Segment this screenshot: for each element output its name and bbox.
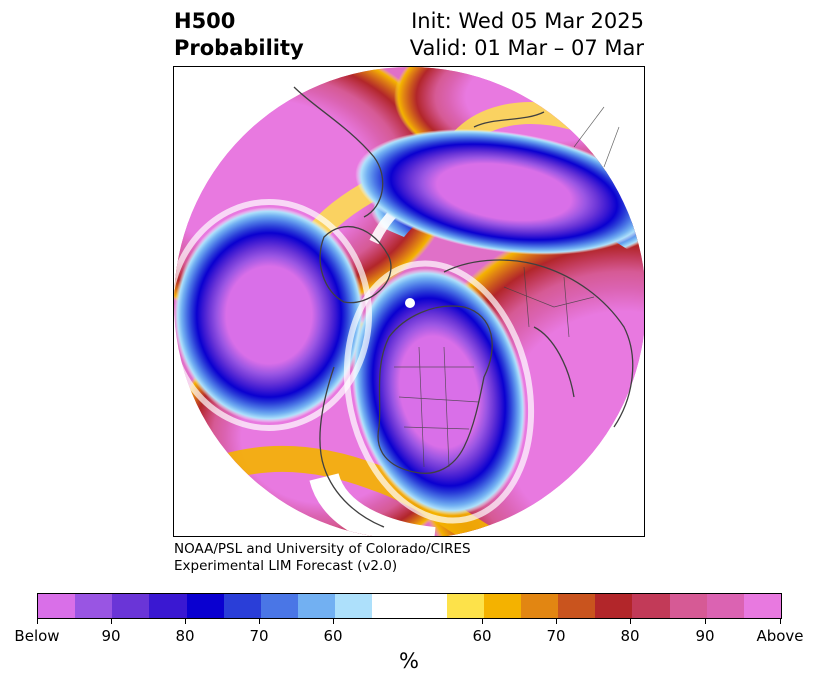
colorbar-segment	[38, 594, 76, 618]
colorbar-tick-label: 70	[249, 627, 269, 645]
colorbar-segment	[260, 594, 299, 618]
colorbar-tick	[705, 619, 706, 624]
colorbar-tick-label: 90	[101, 627, 121, 645]
colorbar-tick-label: 60	[472, 627, 492, 645]
credit-line-2: Experimental LIM Forecast (v2.0)	[174, 558, 398, 574]
colorbar-segment	[223, 594, 261, 618]
colorbar-segment	[743, 594, 782, 618]
below-region-pacific	[174, 207, 364, 423]
credit-line-1: NOAA/PSL and University of Colorado/CIRE…	[174, 541, 471, 557]
init-date: Init: Wed 05 Mar 2025	[411, 9, 644, 33]
map-title: H500 Probability	[174, 8, 304, 62]
colorbar-tick	[37, 619, 38, 624]
coastlines	[293, 86, 634, 528]
colorbar-tick-label: 90	[695, 627, 715, 645]
above-region-northwest	[174, 67, 454, 317]
colorbar-unit-label: %	[399, 649, 419, 673]
colorbar-tick	[556, 619, 557, 624]
political-borders	[394, 106, 620, 468]
colorbar-segment	[669, 594, 707, 618]
colorbar-tick-label: Above	[756, 627, 804, 645]
colorbar-segment	[558, 594, 596, 618]
colorbar-segment	[706, 594, 744, 618]
credit-text: NOAA/PSL and University of Colorado/CIRE…	[174, 541, 471, 575]
colorbar-segment	[186, 594, 224, 618]
colorbar-segment	[446, 594, 484, 618]
polar-map	[173, 66, 645, 537]
colorbar-tick-label: 60	[323, 627, 343, 645]
colorbar-segment	[75, 594, 113, 618]
colorbar-tick	[333, 619, 334, 624]
north-pole-marker	[405, 298, 415, 308]
valid-range: Valid: 01 Mar – 07 Mar	[409, 36, 644, 60]
colorbar-tick	[111, 619, 112, 624]
colorbar-segment	[335, 594, 373, 618]
colorbar-tick	[259, 619, 260, 624]
below-trough-europe	[355, 129, 644, 255]
colorbar-tick	[780, 619, 781, 624]
forecast-dates: Init: Wed 05 Mar 2025 Valid: 01 Mar – 07…	[410, 8, 644, 62]
colorbar-segment	[595, 594, 633, 618]
colorbar-tick-label: 80	[620, 627, 640, 645]
colorbar-segment	[298, 594, 336, 618]
colorbar-tick-label: 70	[546, 627, 566, 645]
colorbar-segment	[521, 594, 559, 618]
colorbar-segment	[483, 594, 522, 618]
colorbar-tick-label: 80	[175, 627, 195, 645]
colorbar-segment	[149, 594, 187, 618]
colorbar	[37, 593, 782, 619]
title-line-1: H500	[174, 9, 236, 33]
colorbar-tick	[482, 619, 483, 624]
title-line-2: Probability	[174, 36, 304, 60]
colorbar-tick	[185, 619, 186, 624]
colorbar-segment	[112, 594, 150, 618]
colorbar-segment	[372, 594, 447, 618]
probability-map-svg	[174, 67, 644, 536]
colorbar-segment	[632, 594, 670, 618]
colorbar-tick	[630, 619, 631, 624]
colorbar-tick-label: Below	[14, 627, 60, 645]
